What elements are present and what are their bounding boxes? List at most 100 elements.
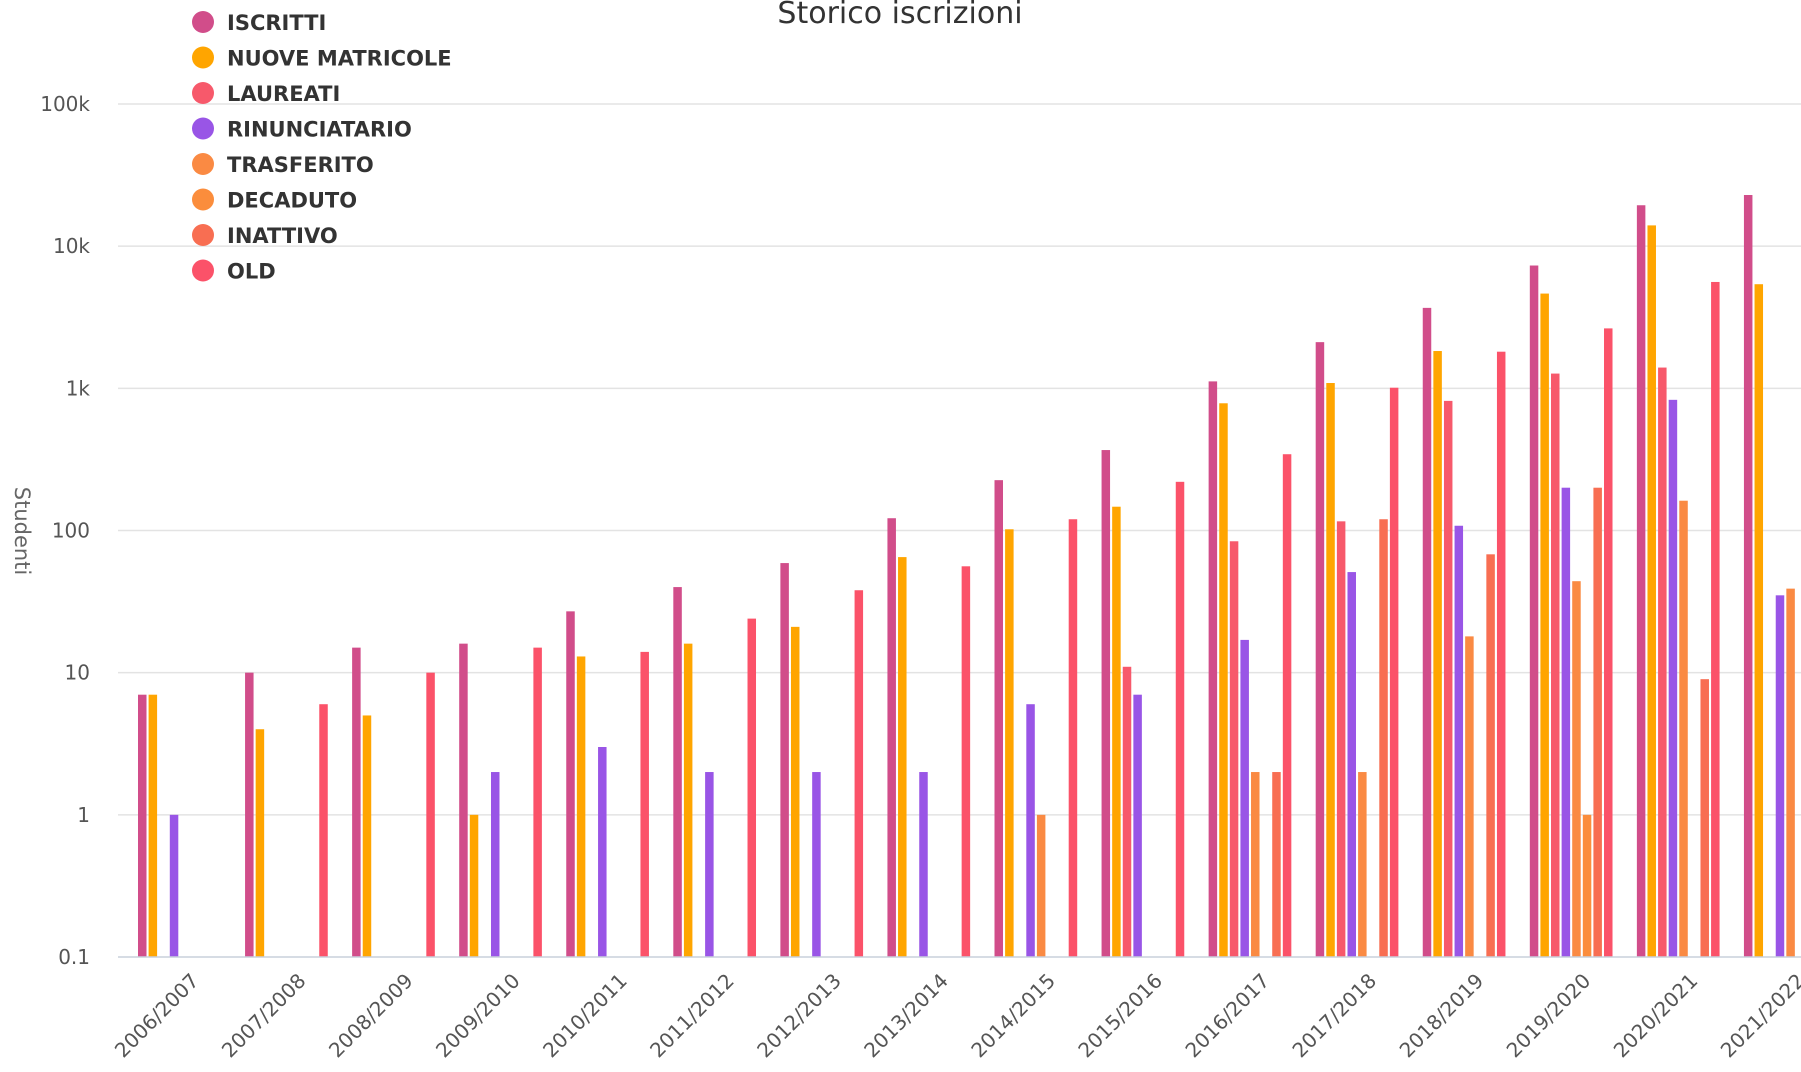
bar-nuove-matricole <box>1540 293 1549 958</box>
bar-rinunciatario <box>1454 525 1464 957</box>
bar-rinunciatario <box>812 772 821 957</box>
bar-old <box>1604 328 1613 958</box>
bar-nuove-matricole <box>898 557 907 957</box>
bar-decaduto <box>1582 814 1592 957</box>
bar-old <box>1282 454 1292 957</box>
y-tick-label: 1k <box>66 376 91 400</box>
bar-rinunciatario <box>1668 399 1678 957</box>
legend-marker <box>192 188 214 211</box>
x-tick-label: 2020/2021 <box>1609 969 1703 1063</box>
bar-rinunciatario <box>919 772 928 957</box>
x-axis-ticks: 2006/2007 2007/2008 2008/2009 2009/2010 2010… <box>110 969 1801 1063</box>
bar-old <box>961 566 971 957</box>
legend-label[interactable]: LAUREATI <box>227 82 340 106</box>
bar-old <box>747 618 757 957</box>
bar-trasferito <box>1465 636 1474 957</box>
x-tick-label: 2016/2017 <box>1180 969 1274 1063</box>
x-tick-label: 2006/2007 <box>110 969 204 1063</box>
x-tick-label: 2013/2014 <box>859 969 953 1063</box>
bar-iscritti <box>1529 265 1539 958</box>
y-tick-label: 10 <box>65 661 90 685</box>
bar-nuove-matricole <box>576 656 586 957</box>
bar-trasferito <box>1036 814 1046 957</box>
bar-inattivo <box>1272 772 1281 957</box>
bar-old <box>854 590 864 957</box>
bar-nuove-matricole <box>1326 383 1335 957</box>
legend-label[interactable]: ISCRITTI <box>227 11 326 35</box>
legend-label[interactable]: RINUNCIATARIO <box>227 118 412 142</box>
bar-trasferito <box>1251 772 1260 957</box>
chart-title: Storico iscrizioni <box>777 0 1022 31</box>
bar-rinunciatario <box>1240 639 1249 957</box>
bar-old <box>1175 481 1185 957</box>
bar-laureati <box>1443 400 1453 957</box>
legend-label[interactable]: DECADUTO <box>227 189 357 213</box>
bar-iscritti <box>1743 195 1753 957</box>
y-tick-label: 100 <box>52 519 90 543</box>
bar-inattivo <box>1379 519 1388 957</box>
bar-trasferito <box>1572 581 1581 957</box>
x-tick-label: 2018/2019 <box>1395 969 1489 1063</box>
x-tick-label: 2009/2010 <box>431 969 525 1063</box>
bar-nuove-matricole <box>148 694 158 957</box>
bar-old <box>1496 351 1506 957</box>
bar-old <box>319 704 328 957</box>
bar-old <box>1068 519 1078 957</box>
bar-nuove-matricole <box>1433 351 1442 957</box>
bar-rinunciatario <box>1775 595 1785 957</box>
legend-label[interactable]: INATTIVO <box>227 224 338 248</box>
x-tick-label: 2010/2011 <box>538 969 632 1063</box>
legend-marker <box>192 117 214 140</box>
bar-iscritti <box>780 563 789 957</box>
bar-rinunciatario <box>169 814 179 957</box>
bar-rinunciatario <box>705 772 714 957</box>
legend-label[interactable]: NUOVE MATRICOLE <box>227 47 452 71</box>
bar-nuove-matricole <box>1005 529 1014 957</box>
x-tick-label: 2015/2016 <box>1073 969 1167 1063</box>
bar-nuove-matricole <box>1112 506 1121 957</box>
y-axis-ticks: 0.1 1 10 100 1k 10k 100k <box>40 92 90 969</box>
bar-old <box>533 647 542 957</box>
bar-laureati <box>1658 367 1667 957</box>
x-tick-label: 2007/2008 <box>217 969 311 1063</box>
x-tick-label: 2017/2018 <box>1287 969 1381 1063</box>
bar-old <box>1711 281 1720 957</box>
bar-iscritti <box>1315 342 1325 958</box>
x-tick-label: 2011/2012 <box>645 969 739 1063</box>
bar-nuove-matricole <box>683 643 693 957</box>
legend-label[interactable]: TRASFERITO <box>227 153 374 177</box>
bar-inattivo <box>1593 487 1602 957</box>
legend-marker <box>192 82 214 104</box>
y-axis-label: Studenti <box>10 487 34 576</box>
bar-rinunciatario <box>598 747 607 957</box>
bar-trasferito <box>1786 588 1795 957</box>
y-tick-label: 0.1 <box>58 945 90 969</box>
bar-old <box>640 651 649 957</box>
bar-inattivo <box>1700 679 1709 957</box>
y-tick-label: 10k <box>53 234 90 258</box>
legend-marker <box>192 259 214 282</box>
bar-rinunciatario <box>1347 572 1356 957</box>
bar-iscritti <box>1208 381 1218 957</box>
bar-trasferito <box>1679 500 1688 957</box>
bar-nuove-matricole <box>362 715 372 957</box>
y-tick-label: 100k <box>40 92 90 116</box>
bar-nuove-matricole <box>1754 284 1764 957</box>
legend-label[interactable]: OLD <box>227 260 276 284</box>
legend-marker <box>192 224 214 246</box>
bar-rinunciatario <box>1561 487 1571 957</box>
bar-iscritti <box>994 480 1003 957</box>
bar-iscritti <box>459 643 468 957</box>
bar-nuove-matricole <box>469 814 479 957</box>
bar-old <box>1389 387 1399 957</box>
bar-iscritti <box>673 587 682 957</box>
bar-iscritti <box>566 611 575 957</box>
bar-iscritti <box>1422 307 1432 958</box>
legend-marker <box>192 11 214 33</box>
bar-old <box>426 672 435 957</box>
legend-marker <box>192 153 214 175</box>
bar-iscritti <box>1636 205 1646 957</box>
x-tick-label: 2019/2020 <box>1502 969 1596 1063</box>
bar-laureati <box>1229 541 1239 957</box>
